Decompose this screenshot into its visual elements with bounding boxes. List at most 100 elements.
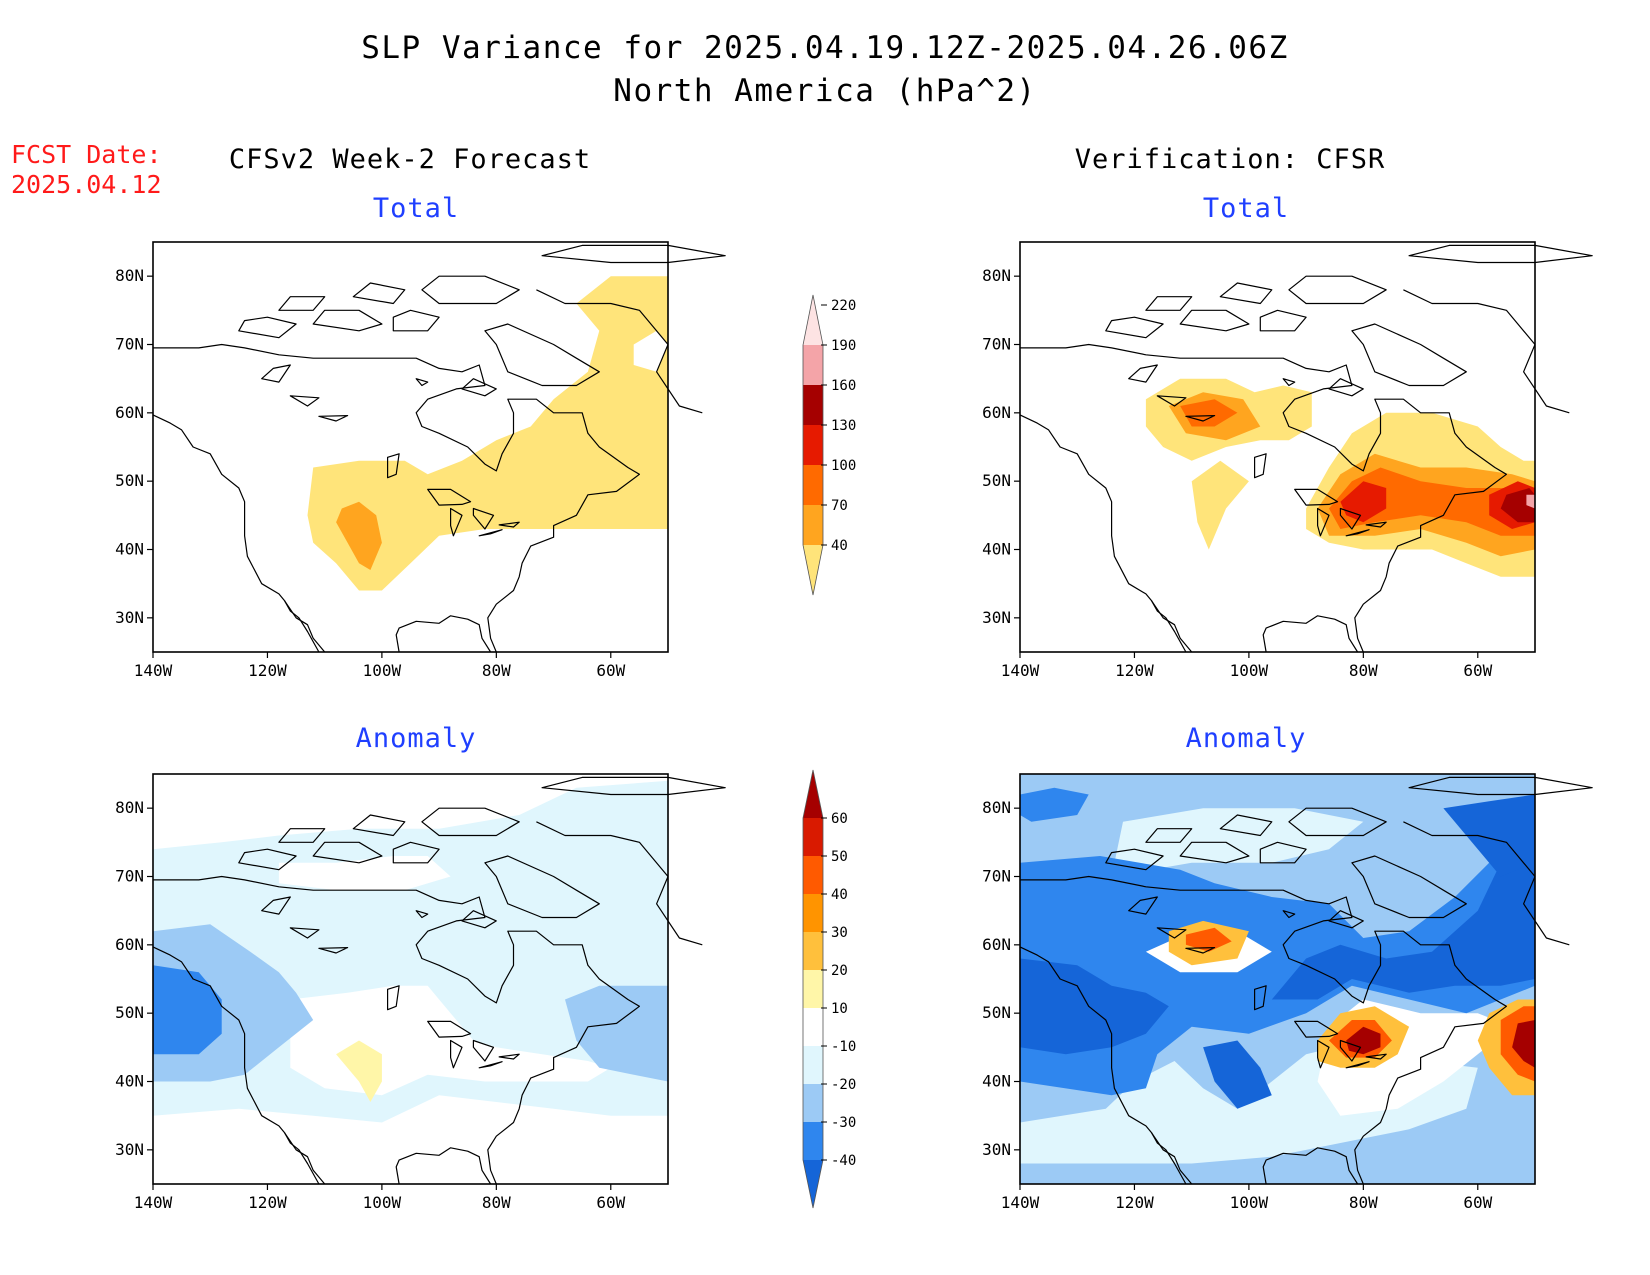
- colorbar-segment: [803, 770, 823, 818]
- lake-outline: [1345, 1061, 1370, 1069]
- lake-outline: [1294, 488, 1339, 506]
- lon-tick-label: 100W: [1230, 661, 1269, 680]
- lat-tick-label: 50N: [982, 1003, 1011, 1022]
- lat-tick-label: 50N: [115, 1003, 144, 1022]
- colorbar-segment: [803, 932, 823, 970]
- lake-outline: [1317, 507, 1330, 537]
- anomaly-colorbar: -40 -30 -20 -10 10 20 30 40 50 60: [802, 769, 856, 1209]
- lat-tick-label: 50N: [115, 471, 144, 490]
- west-coastline: [1019, 414, 1193, 653]
- lake-outline: [1185, 947, 1216, 954]
- colorbar-segment: [803, 856, 823, 894]
- colorbar-segment: [803, 345, 823, 385]
- map-frame: [1019, 773, 1536, 1185]
- coastlines: [152, 244, 726, 653]
- arctic-island: [312, 309, 383, 332]
- arctic-island: [1219, 282, 1273, 305]
- lake-outline: [478, 529, 503, 537]
- lake-outline: [472, 507, 495, 530]
- verification-total-title: Total: [1202, 193, 1290, 224]
- colorbar-label: 190: [831, 338, 856, 354]
- colorbar-label: 10: [831, 1001, 848, 1017]
- colorbar-label: 60: [831, 811, 848, 827]
- lake-outline: [415, 910, 429, 919]
- colorbar-label: 160: [831, 378, 856, 394]
- shaded-field: [1145, 378, 1535, 577]
- lake-outline: [1339, 1039, 1362, 1062]
- colorbar-segment: [803, 970, 823, 1008]
- anomaly-plus60-atlantic: [1512, 1020, 1535, 1068]
- west-coastline: [152, 414, 326, 653]
- colorbar-segment: [803, 818, 823, 856]
- lake-outline: [289, 395, 320, 407]
- lat-tick-label: 50N: [982, 471, 1011, 490]
- lon-tick-label: 120W: [1115, 1193, 1154, 1212]
- colorbar-segment: [803, 1084, 823, 1122]
- arctic-island: [484, 855, 600, 919]
- arctic-island: [1408, 244, 1593, 264]
- arctic-island: [421, 807, 520, 837]
- east-coastline: [153, 343, 640, 653]
- lake-outline: [1128, 896, 1158, 915]
- lake-outline: [1365, 1053, 1387, 1060]
- main-title: SLP Variance for 2025.04.19.12Z-2025.04.…: [361, 30, 1289, 66]
- lat-tick-label: 80N: [115, 798, 144, 817]
- lake-outline: [261, 364, 291, 383]
- lake-outline: [1282, 910, 1296, 919]
- lat-tick-label: 40N: [982, 1072, 1011, 1091]
- arctic-island: [1145, 828, 1193, 843]
- arctic-island: [1328, 910, 1364, 929]
- arctic-island: [1351, 323, 1467, 387]
- arctic-island: [1288, 275, 1387, 305]
- forecast-total-title: Total: [372, 193, 460, 224]
- arctic-island: [541, 244, 726, 264]
- verification-total-map: 140W 120W 100W 80W 60W 80N 70N 60N 50N 40N 30N: [982, 241, 1593, 680]
- lat-tick-label: 70N: [982, 335, 1011, 354]
- lat-tick-label: 80N: [982, 266, 1011, 285]
- variance-gap: [633, 330, 668, 372]
- lon-tick-label: 100W: [363, 1193, 402, 1212]
- arctic-island: [461, 910, 497, 929]
- anomaly-minus30-plains: [1203, 1040, 1272, 1109]
- arctic-island: [541, 776, 726, 796]
- map-frame: [1019, 241, 1536, 653]
- gulf-of-mexico-coast: [1262, 1147, 1359, 1185]
- lon-tick-label: 140W: [1001, 661, 1040, 680]
- lake-outline: [450, 1039, 463, 1069]
- arctic-island: [1219, 814, 1273, 837]
- lat-tick-label: 30N: [115, 608, 144, 627]
- arctic-island: [238, 316, 297, 339]
- lake-outline: [1339, 507, 1362, 530]
- anomaly-minus30-east: [1271, 821, 1535, 1000]
- colorbar-label: 30: [831, 925, 848, 941]
- arctic-island: [1145, 296, 1193, 311]
- lake-outline: [289, 927, 320, 939]
- lon-tick-label: 140W: [134, 661, 173, 680]
- east-coastline: [153, 875, 640, 1185]
- forecast-total-map: 140W 120W 100W 80W 60W 80N 70N 60N 50N 40N 30N: [115, 241, 726, 680]
- lake-outline: [1156, 395, 1187, 407]
- lake-outline: [1317, 1039, 1330, 1069]
- verification-40-region-plains: [1191, 460, 1249, 550]
- colorbar-label: 220: [831, 298, 856, 314]
- lon-tick-label: 60W: [596, 1193, 625, 1212]
- coastlines: [152, 776, 726, 1185]
- gulf-of-california-coast: [284, 1132, 320, 1185]
- anomaly-plus60-lakes: [1346, 1026, 1381, 1055]
- arctic-island: [1351, 855, 1467, 919]
- lat-tick-label: 80N: [115, 266, 144, 285]
- lake-outline: [387, 453, 400, 479]
- anomaly-minus30-west: [1020, 958, 1169, 1055]
- anomaly-plus40-west: [1185, 927, 1232, 952]
- lat-tick-label: 30N: [115, 1140, 144, 1159]
- lon-tick-label: 140W: [134, 1193, 173, 1212]
- lon-tick-label: 120W: [248, 1193, 287, 1212]
- colorbar-label: 100: [831, 458, 856, 474]
- lake-outline: [387, 985, 400, 1011]
- lake-outline: [1345, 529, 1370, 537]
- lake-outline: [498, 1053, 520, 1060]
- east-coastline: [1020, 875, 1507, 1185]
- greenland-coast: [1403, 289, 1570, 414]
- lon-tick-label: 100W: [1230, 1193, 1269, 1212]
- total-colorbar: 40 70 100 130 160 190 220: [802, 294, 856, 596]
